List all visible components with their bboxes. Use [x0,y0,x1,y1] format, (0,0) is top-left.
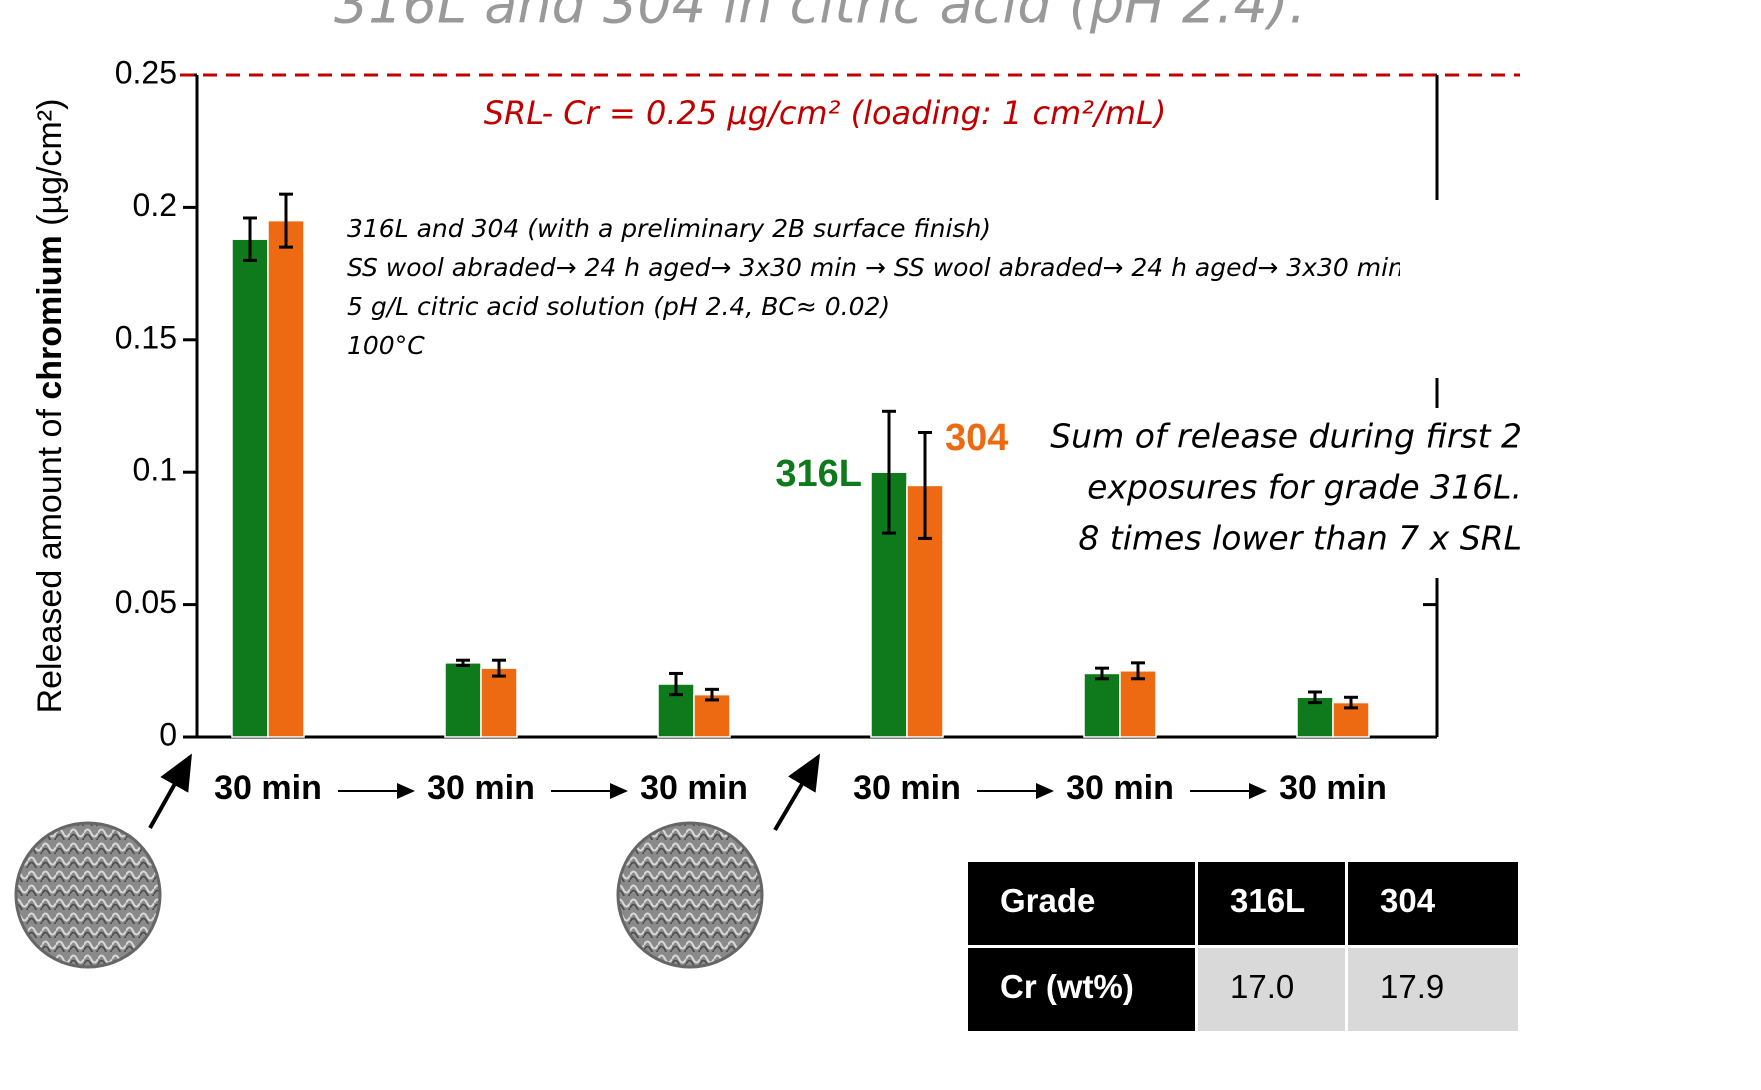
steel-wool-1 [14,821,162,969]
y-tick-label: 0.25 [115,54,177,90]
bar [1083,672,1121,738]
error-bar [1095,666,1109,681]
error-bar [882,409,896,535]
table-cell [968,948,1195,1031]
note: 100°C [347,331,425,360]
error-bar [1308,690,1322,705]
error-bar [1131,661,1145,681]
y-tick-label: 0.05 [115,584,177,620]
arrow [148,753,192,829]
error-bar [456,658,470,668]
x-tick-label: 30 min [1066,769,1174,807]
bar [231,238,269,738]
error-bar [243,216,257,262]
table-cell [1198,948,1345,1031]
table-cell-text: 17.0 [1230,968,1294,1005]
annotation-bg [1400,200,1460,378]
y-tick-label: 0.2 [133,187,177,223]
y-tick-label: 0.1 [133,452,177,488]
y-label-bold: chromium [31,235,69,399]
table-header-text: Grade [1000,882,1095,919]
note: 5 g/L citric acid solution (pH 2.4, BC≈ … [347,292,890,321]
steel-wool-2 [616,821,764,969]
x-tick-label: 30 min [853,769,961,807]
y-tick-label: 0 [159,716,177,752]
x-tick-label: 30 min [1279,769,1387,807]
y-label-prefix: Released amount of [31,400,69,714]
error-bar [492,658,506,678]
y-tick-label: 0.15 [115,319,177,355]
bar [693,693,731,738]
error-bar [669,671,683,697]
bar [657,683,695,738]
error-bar [1344,695,1358,710]
bar [1119,670,1157,738]
reference-label: SRL- Cr = 0.25 µg/cm² (loading: 1 cm²/mL… [484,94,1167,132]
annotation: 8 times lower than 7 x SRL [1078,519,1522,558]
series-label: 304 [945,417,1008,459]
table-header-cell [1348,862,1518,945]
annotation: exposures for grade 316L. [1087,468,1522,507]
bar [480,667,518,738]
y-label-suffix: (µg/cm²) [31,99,69,236]
table-header-text: 316L [1230,882,1305,919]
table-header-cell [1198,862,1345,945]
arrow [773,753,821,832]
annotation: Sum of release during first 2 [1050,417,1522,456]
chart-title: 316L and 304 in citric acid (pH 2.4). [334,0,1306,36]
annotation-bg [1075,408,1455,578]
note: 316L and 304 (with a preliminary 2B surf… [347,214,991,243]
error-bar [279,192,293,249]
error-bar [705,687,719,702]
table-header-text: 304 [1380,882,1436,919]
table-cell-text: 17.9 [1380,968,1444,1005]
table-header-cell [968,862,1195,945]
table-cell [1348,948,1518,1031]
x-tick-label: 30 min [640,769,748,807]
bar [267,219,305,738]
error-bar [918,430,932,540]
note: SS wool abraded→ 24 h aged→ 3x30 min → S… [347,253,1404,282]
x-tick-label: 30 min [427,769,535,807]
series-label: 316L [775,453,862,495]
x-tick-label: 30 min [214,769,322,807]
table-cell-text: Cr (wt%) [1000,968,1134,1005]
y-axis-label: Released amount of chromium (µg/cm²) [31,99,69,714]
bar [444,662,482,738]
